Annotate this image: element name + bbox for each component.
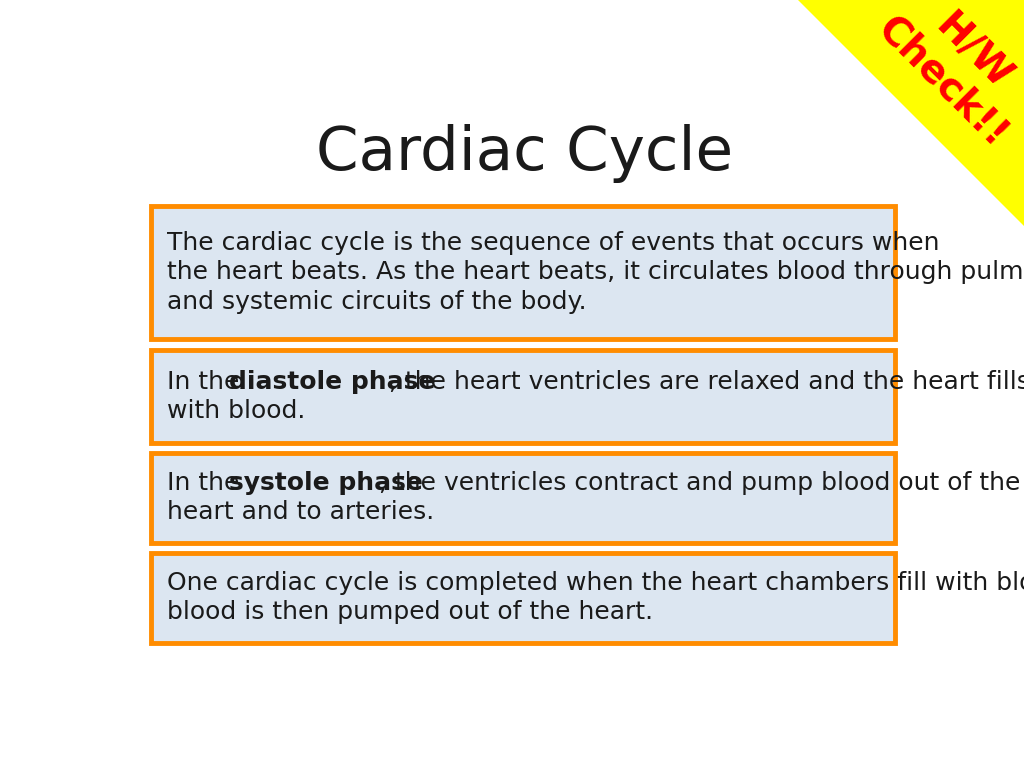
Text: with blood.: with blood. [167, 399, 305, 423]
Text: the heart beats. As the heart beats, it circulates blood through pulmonary: the heart beats. As the heart beats, it … [167, 260, 1024, 284]
FancyBboxPatch shape [152, 452, 895, 543]
Text: diastole phase: diastole phase [229, 369, 435, 394]
Text: , the ventricles contract and pump blood out of the: , the ventricles contract and pump blood… [379, 471, 1021, 495]
Text: One cardiac cycle is completed when the heart chambers fill with blood and: One cardiac cycle is completed when the … [167, 571, 1024, 595]
Polygon shape [798, 0, 1024, 227]
Text: systole phase: systole phase [229, 471, 423, 495]
FancyBboxPatch shape [152, 553, 895, 643]
Text: heart and to arteries.: heart and to arteries. [167, 500, 434, 525]
Text: In the: In the [167, 471, 247, 495]
FancyBboxPatch shape [152, 350, 895, 442]
Text: The cardiac cycle is the sequence of events that occurs when: The cardiac cycle is the sequence of eve… [167, 231, 939, 255]
Text: blood is then pumped out of the heart.: blood is then pumped out of the heart. [167, 601, 653, 624]
Text: H/W
Check!!: H/W Check!! [869, 0, 1024, 154]
FancyBboxPatch shape [152, 206, 895, 339]
Text: In the: In the [167, 369, 247, 394]
Text: and systemic circuits of the body.: and systemic circuits of the body. [167, 290, 587, 313]
Text: Cardiac Cycle: Cardiac Cycle [316, 124, 733, 184]
Text: , the heart ventricles are relaxed and the heart fills: , the heart ventricles are relaxed and t… [389, 369, 1024, 394]
